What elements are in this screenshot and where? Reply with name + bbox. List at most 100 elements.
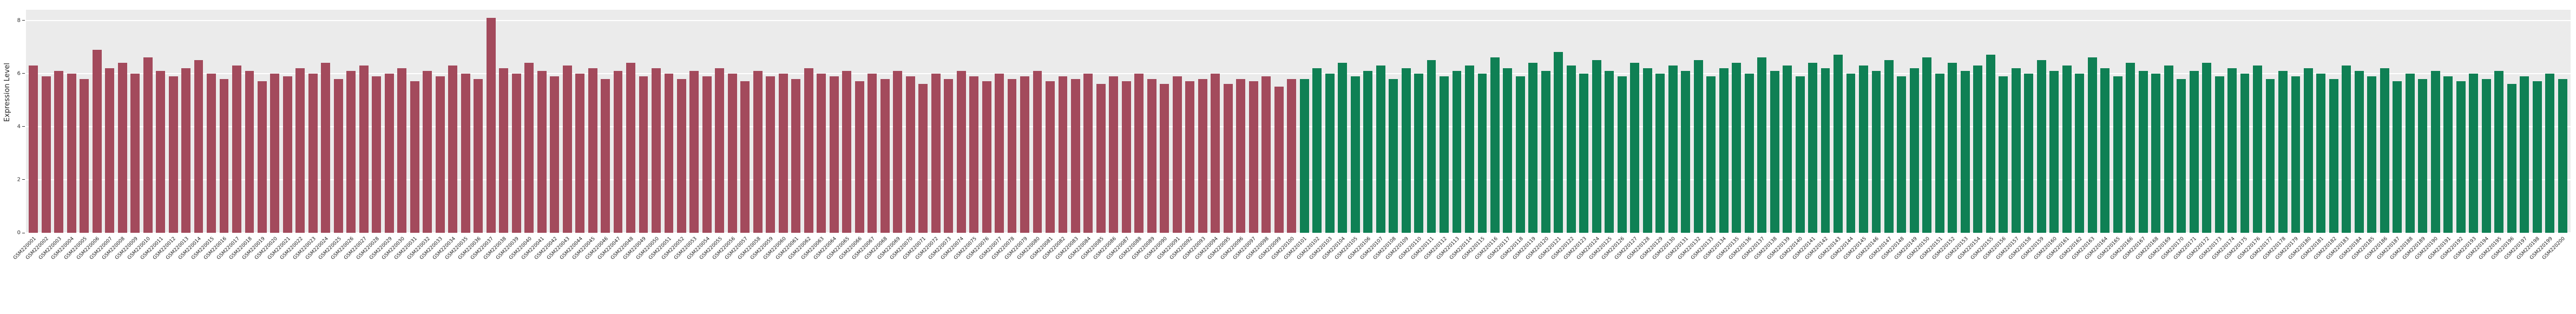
bar-slot: [307, 10, 319, 233]
bar: [1147, 78, 1156, 233]
bar: [511, 73, 521, 233]
bar-slot: [180, 10, 192, 233]
bar: [486, 17, 496, 233]
bar: [181, 68, 190, 233]
bar: [766, 76, 776, 233]
bar-slot: [1603, 10, 1615, 233]
bar-slot: [1374, 10, 1386, 233]
bar-slot: [1082, 10, 1094, 233]
bar-slot: [231, 10, 243, 233]
bar: [1541, 70, 1550, 233]
bar-slot: [1934, 10, 1946, 233]
bar: [2164, 66, 2173, 233]
bar: [461, 73, 470, 233]
bar-slot: [1069, 10, 1082, 233]
bar: [2265, 78, 2275, 233]
bar-slot: [129, 10, 141, 233]
bar-slot: [2365, 10, 2378, 233]
bar: [524, 63, 534, 233]
bar: [245, 70, 254, 233]
bar: [727, 73, 737, 233]
bar-slot: [1628, 10, 1641, 233]
bar: [1236, 78, 1246, 233]
bar-slot: [1349, 10, 1361, 233]
bar-slot: [2048, 10, 2060, 233]
bars-container: [26, 10, 2571, 233]
bar-slot: [2213, 10, 2225, 233]
bar: [92, 49, 102, 233]
bar: [207, 73, 216, 233]
bar: [1223, 84, 1233, 233]
bar: [1554, 52, 1563, 233]
bar: [2036, 60, 2046, 233]
bar-slot: [2010, 10, 2022, 233]
bar: [2138, 70, 2148, 233]
bar-slot: [90, 10, 103, 233]
bar-slot: [764, 10, 777, 233]
bar: [1465, 66, 1474, 233]
bar: [537, 70, 547, 233]
bar-slot: [1984, 10, 1997, 233]
bar: [2430, 70, 2440, 233]
bar-slot: [2353, 10, 2365, 233]
bar: [2202, 63, 2212, 233]
bar: [2291, 76, 2301, 233]
bar-slot: [625, 10, 637, 233]
bar: [2062, 66, 2072, 233]
bar: [1579, 73, 1589, 233]
bar-slot: [2111, 10, 2124, 233]
bar: [601, 78, 610, 233]
bar: [1121, 81, 1131, 233]
bar-slot: [1730, 10, 1743, 233]
bar-slot: [1768, 10, 1780, 233]
bar-slot: [675, 10, 688, 233]
bar: [753, 70, 763, 233]
bar-slot: [612, 10, 624, 233]
bar-slot: [688, 10, 700, 233]
bar: [1071, 78, 1080, 233]
bar-slot: [78, 10, 90, 233]
bar: [956, 70, 966, 233]
bar: [1058, 76, 1068, 233]
bar-slot: [2264, 10, 2276, 233]
bar-slot: [1197, 10, 1209, 233]
y-tick-mark: [22, 179, 25, 180]
bar: [2126, 63, 2135, 233]
bar-slot: [929, 10, 942, 233]
bar: [1248, 81, 1258, 233]
bar-slot: [2073, 10, 2086, 233]
plot-area: [26, 10, 2571, 233]
bar: [1401, 68, 1411, 233]
bar-slot: [2238, 10, 2251, 233]
y-tick-label: 8: [17, 17, 21, 24]
bar: [893, 70, 903, 233]
bar: [2075, 73, 2085, 233]
bar-slot: [917, 10, 929, 233]
bar-slot: [2442, 10, 2454, 233]
bar-slot: [523, 10, 535, 233]
bar-slot: [599, 10, 612, 233]
bar-slot: [52, 10, 65, 233]
bar: [778, 73, 788, 233]
bar: [397, 68, 407, 233]
bar: [156, 70, 166, 233]
bar-slot: [853, 10, 865, 233]
bar-slot: [1184, 10, 1196, 233]
bar: [1452, 70, 1462, 233]
bar-slot: [484, 10, 497, 233]
bar: [2367, 76, 2377, 233]
bar-slot: [650, 10, 662, 233]
bar: [333, 78, 343, 233]
bar-slot: [586, 10, 599, 233]
bar-slot: [2467, 10, 2480, 233]
bar-slot: [2289, 10, 2302, 233]
bar: [1948, 63, 1957, 233]
bar-slot: [459, 10, 471, 233]
bar: [2049, 70, 2059, 233]
bar: [80, 78, 89, 233]
bar: [2443, 76, 2453, 233]
bar-slot: [955, 10, 967, 233]
bar: [270, 73, 280, 233]
bar-slot: [2556, 10, 2568, 233]
